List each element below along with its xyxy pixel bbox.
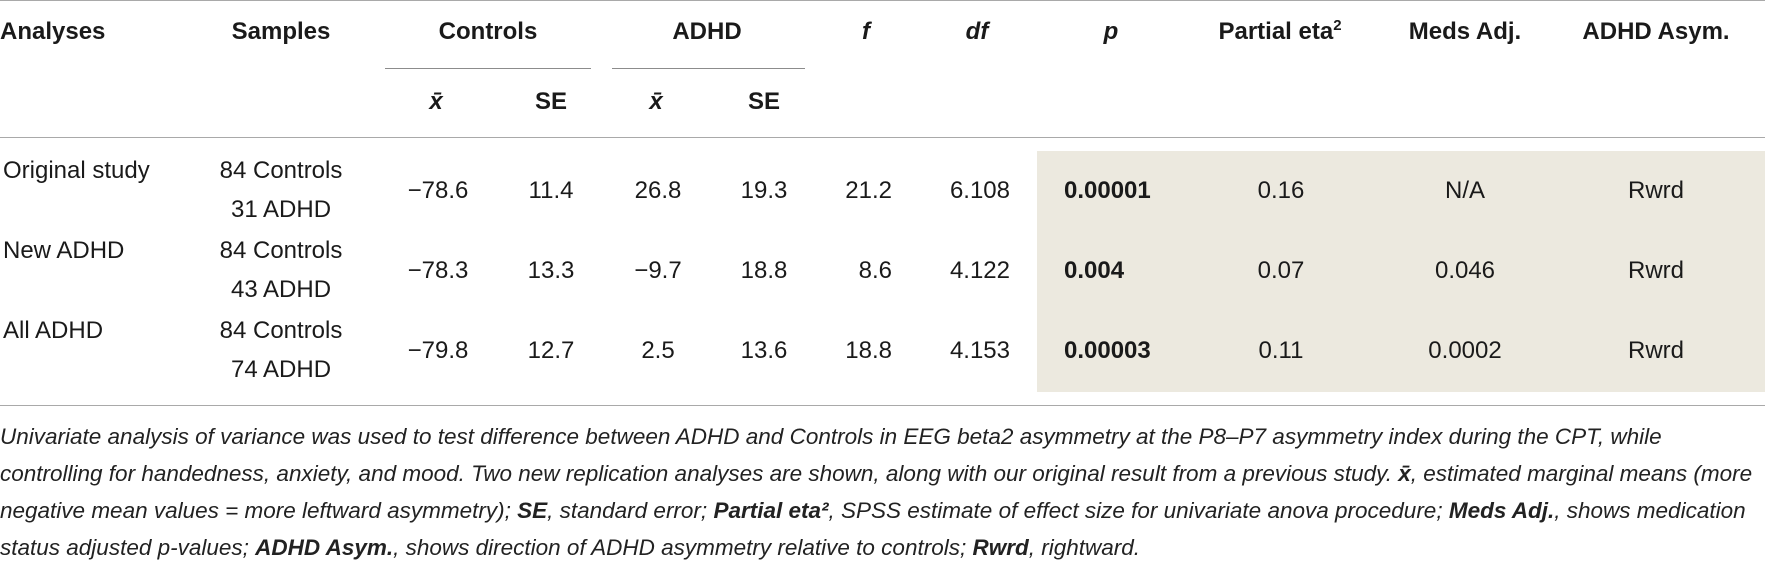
caption-term-rwrd: Rwrd <box>972 535 1029 560</box>
top-rule <box>0 0 1765 1</box>
caption-text: , rightward. <box>1028 535 1141 560</box>
analysis-name: Original study <box>3 157 150 184</box>
caption-text: Univariate analysis of variance was used… <box>0 424 1662 486</box>
subheader-controls-mean: x̄ <box>429 88 443 115</box>
adhd-se: 19.3 <box>740 177 788 204</box>
subheader-adhd-se: SE <box>747 88 781 115</box>
sample-adhd: 74 ADHD <box>230 356 332 383</box>
eta-value: 0.11 <box>1258 337 1304 364</box>
table-caption: Univariate analysis of variance was used… <box>0 418 1760 566</box>
adhd-subrule <box>612 68 805 69</box>
adhd-se: 18.8 <box>740 257 788 284</box>
f-value: 8.6 <box>858 257 892 284</box>
caption-text: , shows medication status adjusted p-val… <box>0 498 1746 560</box>
header-bottom-rule <box>0 137 1765 138</box>
asym-value: Rwrd <box>1627 257 1685 284</box>
partial-eta-label: Partial eta <box>1218 18 1334 45</box>
p-value: 0.004 <box>1064 257 1125 284</box>
analysis-name: All ADHD <box>3 317 104 344</box>
table-bottom-rule <box>0 405 1765 406</box>
controls-se: 11.4 <box>528 177 574 204</box>
meds-adj-value: N/A <box>1444 177 1486 204</box>
sample-adhd: 31 ADHD <box>230 196 332 223</box>
meds-adj-value: 0.046 <box>1434 257 1496 284</box>
adhd-mean: 2.5 <box>641 337 675 364</box>
caption-term-meds-adj: Meds Adj. <box>1448 498 1555 523</box>
highlight-block <box>1037 151 1765 392</box>
caption-text: , estimated marginal means (more negativ… <box>0 461 1753 523</box>
controls-mean: −78.6 <box>407 177 469 204</box>
header-controls: Controls <box>438 18 538 45</box>
header-adhd: ADHD <box>672 18 742 45</box>
asym-value: Rwrd <box>1627 177 1685 204</box>
adhd-mean: −9.7 <box>634 257 682 284</box>
caption-text: , standard error; <box>547 498 714 523</box>
controls-mean: −78.3 <box>407 257 469 284</box>
caption-text: , shows direction of ADHD asymmetry rela… <box>393 535 973 560</box>
header-adhd-asym: ADHD Asym. <box>1582 18 1730 45</box>
subheader-adhd-mean: x̄ <box>649 88 663 115</box>
header-partial-eta: Partial eta2 <box>1218 18 1341 46</box>
df-value: 4.122 <box>949 257 1010 284</box>
asym-value: Rwrd <box>1627 337 1685 364</box>
analysis-name: New ADHD <box>3 237 125 264</box>
header-analyses: Analyses <box>0 18 106 45</box>
adhd-se: 13.6 <box>740 337 788 364</box>
sample-controls: 84 Controls <box>219 157 343 184</box>
partial-eta-superscript: 2 <box>1333 17 1342 34</box>
header-samples: Samples <box>231 18 331 45</box>
controls-se: 13.3 <box>527 257 575 284</box>
header-df: df <box>965 18 989 45</box>
controls-se: 12.7 <box>527 337 575 364</box>
controls-subrule <box>385 68 591 69</box>
header-meds-adj: Meds Adj. <box>1408 18 1522 45</box>
eta-value: 0.07 <box>1257 257 1305 284</box>
sample-controls: 84 Controls <box>219 237 343 264</box>
df-value: 6.108 <box>949 177 1010 204</box>
meds-adj-value: 0.0002 <box>1428 337 1502 364</box>
header-f: f <box>862 18 870 45</box>
p-value: 0.00001 <box>1064 177 1151 204</box>
caption-term-mean: x̄ <box>1398 461 1411 486</box>
subheader-controls-se: SE <box>534 88 568 115</box>
caption-term-partial-eta: Partial eta² <box>713 498 829 523</box>
header-p: p <box>1103 18 1119 45</box>
f-value: 18.8 <box>845 337 892 364</box>
f-value: 21.2 <box>845 177 892 204</box>
sample-controls: 84 Controls <box>219 317 343 344</box>
df-value: 4.153 <box>949 337 1010 364</box>
caption-term-se: SE <box>517 498 548 523</box>
adhd-mean: 26.8 <box>634 177 682 204</box>
controls-mean: −79.8 <box>407 337 469 364</box>
p-value: 0.00003 <box>1064 337 1151 364</box>
sample-adhd: 43 ADHD <box>230 276 332 303</box>
caption-text: , SPSS estimate of effect size for univa… <box>828 498 1449 523</box>
eta-value: 0.16 <box>1257 177 1305 204</box>
caption-term-adhd-asym: ADHD Asym. <box>255 535 394 560</box>
